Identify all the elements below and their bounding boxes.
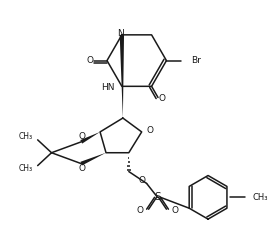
Text: N: N — [118, 29, 124, 38]
Text: S: S — [154, 192, 161, 202]
Text: O: O — [79, 164, 86, 173]
Text: CH₃: CH₃ — [19, 132, 33, 141]
Text: O: O — [147, 126, 154, 135]
Polygon shape — [80, 132, 100, 144]
Text: CH₃: CH₃ — [19, 164, 33, 173]
Text: O: O — [87, 56, 94, 65]
Text: O: O — [136, 206, 143, 215]
Text: Br: Br — [191, 56, 201, 65]
Text: O: O — [159, 94, 166, 103]
Text: CH₃: CH₃ — [253, 193, 268, 202]
Text: O: O — [172, 206, 179, 215]
Polygon shape — [80, 153, 106, 165]
Polygon shape — [120, 35, 124, 118]
Text: O: O — [138, 176, 145, 185]
Text: O: O — [79, 132, 86, 141]
Text: HN: HN — [101, 83, 115, 92]
